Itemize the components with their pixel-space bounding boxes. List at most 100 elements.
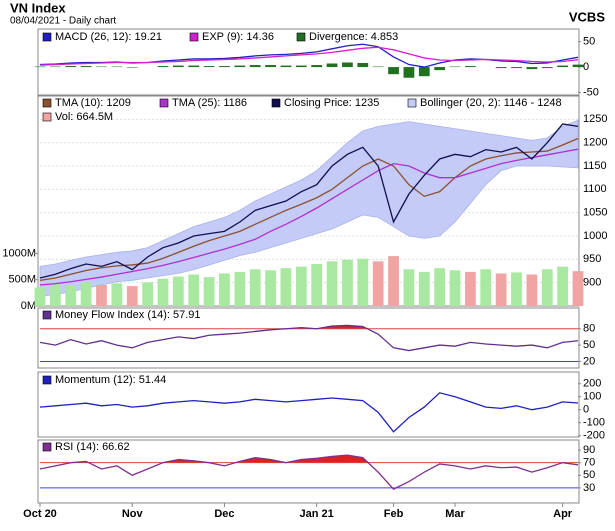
y-tick-label: 500M <box>8 274 36 286</box>
bar <box>372 66 384 68</box>
bollinger-band <box>39 119 579 298</box>
bar <box>418 271 430 306</box>
legend-swatch <box>42 112 52 122</box>
bar <box>388 256 399 306</box>
bar <box>418 67 430 77</box>
bar <box>434 67 446 71</box>
y-tick-label: 100 <box>583 391 601 403</box>
chart-title: VN Index <box>10 0 66 15</box>
bar <box>495 67 507 69</box>
y-tick-label: -100 <box>583 417 605 429</box>
legend-label: RSI (14): 66.62 <box>55 441 130 453</box>
bar <box>449 66 461 68</box>
y-tick-label: 1050 <box>583 207 607 219</box>
legend-swatch <box>159 98 169 108</box>
legend-label: TMA (10): 1209 <box>55 97 131 109</box>
bar <box>34 287 46 306</box>
x-tick-label: Jan 21 <box>300 508 334 520</box>
legend-label: TMA (25): 1186 <box>172 97 247 109</box>
chart-subtitle: 08/04/2021 - Daily chart <box>10 16 116 27</box>
bar <box>203 66 215 68</box>
legend-label: Divergence: 4.853 <box>309 31 398 43</box>
bar <box>219 273 230 306</box>
y-tick-label: 70 <box>583 457 595 469</box>
legend-swatch <box>407 98 417 108</box>
bar <box>234 271 246 306</box>
bar <box>188 274 200 306</box>
legend-label: Momentum (12): 51.44 <box>55 374 166 386</box>
bar <box>203 277 215 306</box>
x-tick-label: Apr <box>553 508 573 520</box>
x-tick-label: Feb <box>384 508 404 520</box>
bar <box>49 283 61 306</box>
bar <box>34 66 46 68</box>
source: VCBS <box>569 9 605 24</box>
bar <box>342 259 353 306</box>
bar <box>49 66 61 68</box>
legend-label: Closing Price: 1235 <box>284 97 379 109</box>
line <box>39 454 579 490</box>
bar <box>80 282 92 306</box>
bar <box>280 268 292 306</box>
line <box>39 46 579 66</box>
bar <box>403 269 415 306</box>
bar <box>219 66 230 68</box>
legend-swatch <box>42 98 52 108</box>
bar <box>157 66 169 68</box>
x-tick-label: Nov <box>122 508 144 520</box>
bar <box>388 67 399 75</box>
bar <box>111 66 123 68</box>
y-tick-label: 30 <box>583 482 595 494</box>
bar <box>80 66 92 68</box>
y-tick-label: 1100 <box>583 183 607 195</box>
bar <box>511 67 522 69</box>
bar <box>326 63 338 68</box>
y-tick-label: 1150 <box>583 160 607 172</box>
bar <box>465 66 476 68</box>
y-tick-label: 80 <box>583 323 595 335</box>
bar <box>126 286 138 306</box>
bar <box>65 66 77 68</box>
legend-swatch <box>42 32 52 42</box>
bar <box>142 282 153 306</box>
line <box>39 324 579 352</box>
y-tick-label: 1200 <box>583 137 607 149</box>
bar <box>311 65 323 68</box>
y-tick-label: 50 <box>583 469 595 481</box>
y-tick-label: 1000 <box>583 230 607 242</box>
bar <box>511 272 522 306</box>
bar <box>249 65 261 68</box>
bar <box>495 273 507 306</box>
x-tick-label: Dec <box>214 508 234 520</box>
legend-swatch <box>42 375 52 385</box>
y-tick-label: -50 <box>583 86 599 98</box>
legend-swatch <box>296 32 306 42</box>
legend-label: MACD (26, 12): 19.21 <box>55 31 162 43</box>
panel-frame <box>37 439 580 504</box>
bar <box>265 65 276 68</box>
bar <box>96 66 107 68</box>
panel-frame <box>37 307 580 369</box>
y-tick-label: 950 <box>583 253 601 265</box>
legend-label: Vol: 664.5M <box>55 111 113 123</box>
y-tick-label: 0 <box>583 61 589 73</box>
bar <box>295 65 307 68</box>
y-tick-label: 0M <box>21 300 36 312</box>
line <box>39 148 579 286</box>
bar <box>295 266 307 306</box>
legend-swatch <box>189 32 199 42</box>
y-tick-label: 20 <box>583 355 595 367</box>
y-tick-label: 0 <box>583 404 589 416</box>
bar <box>96 285 107 306</box>
panel-frame <box>37 371 580 438</box>
legend-label: EXP (9): 14.36 <box>202 31 274 43</box>
bar <box>526 274 538 306</box>
bar <box>403 67 415 78</box>
legend-swatch <box>42 310 52 320</box>
bar <box>249 269 261 306</box>
bar <box>434 268 446 306</box>
bar <box>541 67 553 69</box>
bar <box>449 270 461 306</box>
